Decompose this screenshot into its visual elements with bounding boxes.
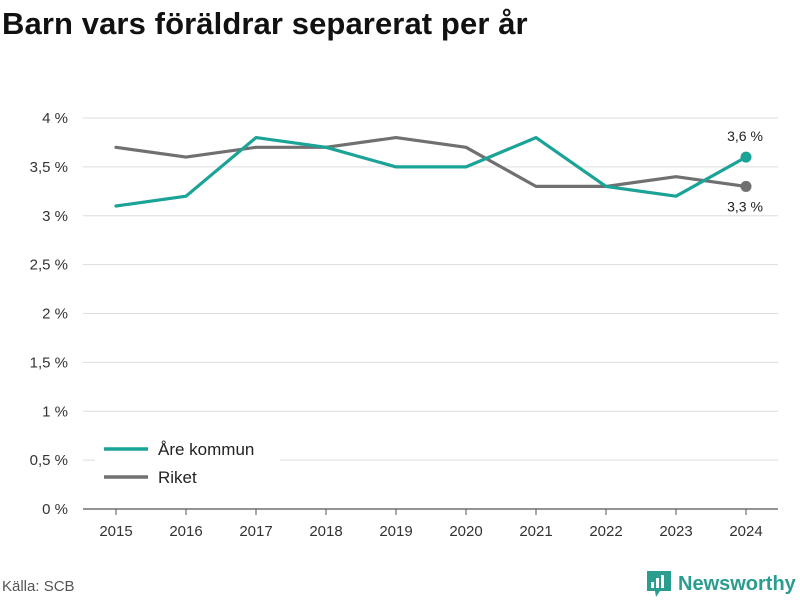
y-tick-label: 2 % [42, 306, 68, 323]
grid-lines [83, 117, 778, 510]
x-axis: 2015 2016 2017 2018 2019 2020 2021 2022 2023 2024 [99, 509, 763, 540]
brand-name: Newsworthy [678, 572, 796, 595]
x-tick-label: 2018 [309, 523, 342, 540]
y-tick-label: 0,5 % [30, 452, 68, 469]
x-tick-label: 2020 [449, 523, 482, 540]
y-tick-label: 1 % [42, 403, 68, 420]
source-note: Källa: SCB [2, 578, 75, 595]
series-lines: 3,6 % 3,3 % [114, 128, 763, 214]
y-tick-label: 4 % [42, 110, 68, 127]
newsworthy-icon [647, 571, 671, 597]
legend-background [95, 434, 280, 496]
x-tick-label: 2017 [239, 523, 272, 540]
series-line-0 [114, 136, 748, 208]
data-label-are: 3,6 % [727, 128, 763, 144]
legend-label-0: Åre kommun [158, 440, 254, 459]
x-tick-label: 2019 [379, 523, 412, 540]
series-line-1 [114, 136, 748, 188]
x-tick-label: 2021 [519, 523, 552, 540]
brand-logo: Newsworthy [646, 570, 796, 598]
legend-label-1: Riket [158, 468, 197, 487]
series-end-point-1 [740, 180, 752, 192]
data-label-riket: 3,3 % [727, 198, 763, 214]
y-tick-label: 3 % [42, 208, 68, 225]
x-tick-label: 2023 [659, 523, 692, 540]
series-end-point-0 [740, 151, 752, 163]
x-tick-label: 2022 [589, 523, 622, 540]
page-title: Barn vars föräldrar separerat per år [2, 6, 528, 41]
x-tick-label: 2016 [169, 523, 202, 540]
x-tick-label: 2015 [99, 523, 132, 540]
y-tick-label: 2,5 % [30, 257, 68, 274]
y-axis: 0 % 0,5 % 1 % 1,5 % 2 % 2,5 % 3 % 3,5 % 4 % [30, 110, 68, 518]
x-tick-label: 2024 [729, 523, 762, 540]
y-tick-label: 1,5 % [30, 354, 68, 371]
y-tick-label: 3,5 % [30, 159, 68, 176]
y-tick-label: 0 % [42, 501, 68, 518]
legend: Åre kommun Riket [95, 434, 280, 496]
